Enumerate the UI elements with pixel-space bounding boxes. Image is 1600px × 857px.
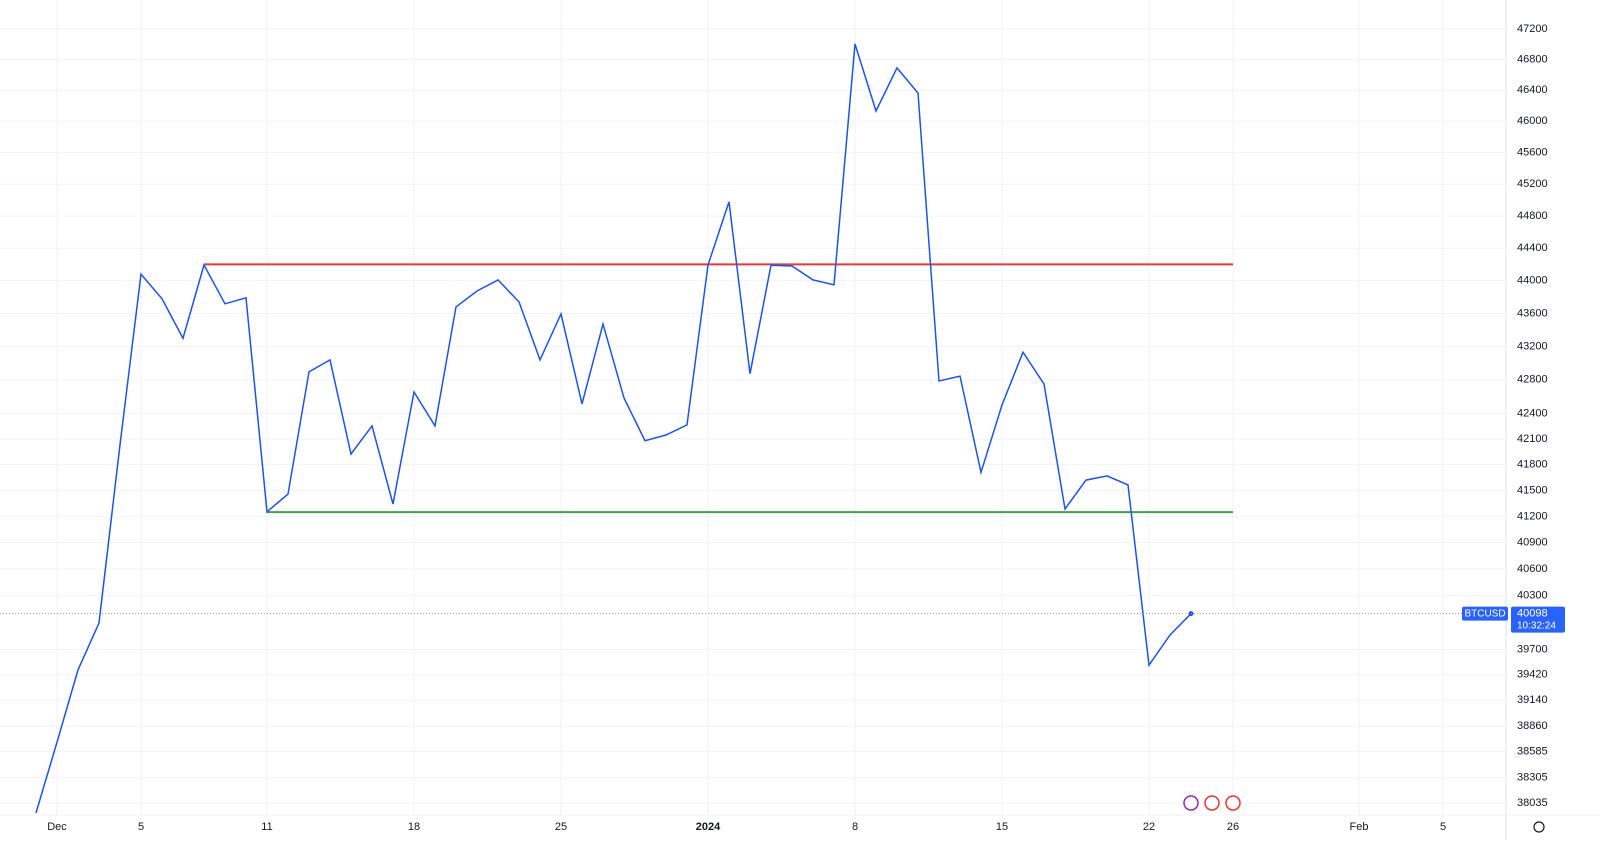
plot-area <box>0 43 1506 814</box>
y-tick-label: 45600 <box>1517 147 1548 159</box>
x-tick-label: 11 <box>261 821 272 833</box>
x-tick-label: 26 <box>1227 821 1239 833</box>
y-tick-label: 44000 <box>1517 275 1548 287</box>
symbol-label: BTCUSD <box>1464 608 1505 619</box>
y-tick-label: 40900 <box>1517 537 1548 549</box>
y-tick-label: 41800 <box>1517 458 1548 470</box>
price-label: 40098 <box>1517 608 1548 620</box>
y-tick-label: 39700 <box>1517 643 1548 655</box>
event-icon <box>1183 795 1199 811</box>
settings-icon[interactable] <box>1533 821 1545 833</box>
y-tick-label: 40600 <box>1517 563 1548 575</box>
event-icon <box>1225 795 1241 811</box>
y-tick-label: 46000 <box>1517 115 1548 127</box>
x-tick-label: 5 <box>138 821 144 833</box>
y-tick-label: 41200 <box>1517 510 1548 522</box>
countdown-label: 10:32:24 <box>1517 620 1556 631</box>
y-tick-label: 40300 <box>1517 590 1548 602</box>
y-tick-label: 44400 <box>1517 242 1548 254</box>
x-tick-label: 2024 <box>696 821 721 833</box>
y-tick-label: 44800 <box>1517 210 1548 222</box>
y-tick-label: 38305 <box>1517 772 1548 784</box>
x-tick-label: 5 <box>1440 821 1446 833</box>
y-tick-label: 38860 <box>1517 720 1548 732</box>
y-tick-label: 46800 <box>1517 53 1548 65</box>
y-tick-label: 43600 <box>1517 307 1548 319</box>
x-tick-label: 8 <box>852 821 858 833</box>
y-tick-label: 39420 <box>1517 669 1548 681</box>
y-tick-label: 46400 <box>1517 84 1548 96</box>
x-tick-label: 18 <box>408 821 420 833</box>
y-tick-label: 42800 <box>1517 374 1548 386</box>
price-line <box>35 43 1192 814</box>
y-tick-label: 38585 <box>1517 745 1548 757</box>
x-tick-label: 22 <box>1143 821 1155 833</box>
grid <box>0 0 1506 815</box>
symbol-tag <box>1462 606 1508 621</box>
y-tick-label: 38035 <box>1517 797 1548 809</box>
y-tick-label: 45200 <box>1517 178 1548 190</box>
x-tick-label: 25 <box>555 821 567 833</box>
y-tick-label: 39140 <box>1517 694 1548 706</box>
y-tick-label: 43200 <box>1517 340 1548 352</box>
y-tick-label: 42400 <box>1517 407 1548 419</box>
x-tick-label: Feb <box>1350 821 1369 833</box>
y-tick-label: 42100 <box>1517 433 1548 445</box>
event-icon <box>1204 795 1220 811</box>
x-tick-label: 15 <box>996 821 1008 833</box>
y-tick-label: 47200 <box>1517 23 1548 35</box>
y-tick-label: 41500 <box>1517 484 1548 496</box>
price-tag <box>1511 606 1565 633</box>
x-tick-label: Dec <box>47 821 67 833</box>
